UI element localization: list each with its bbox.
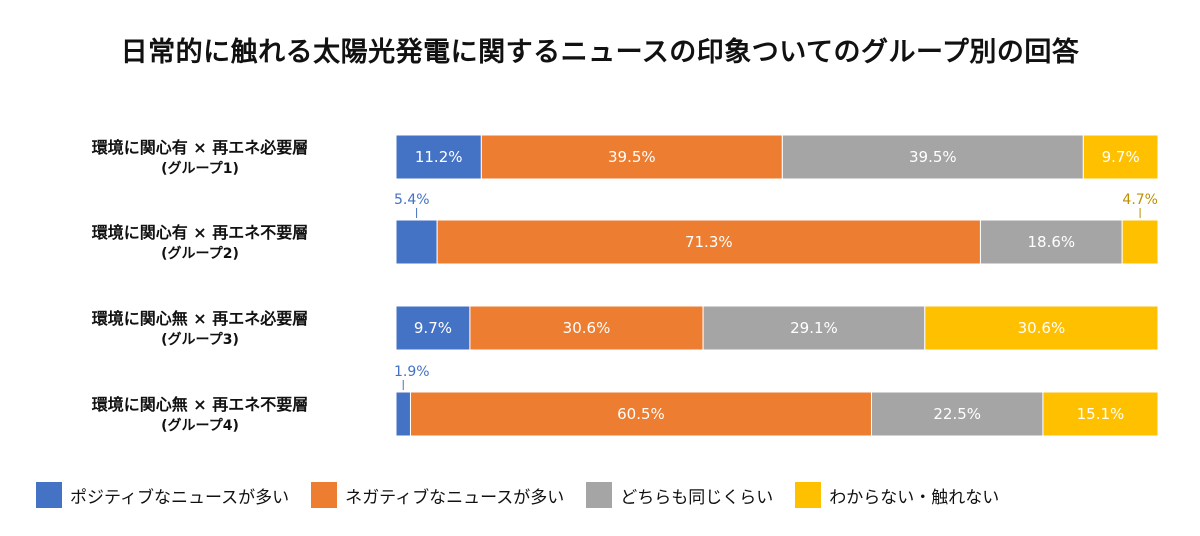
data-label-g4-s2: 60.5% xyxy=(617,405,665,423)
bar-segment-g1-s1 xyxy=(395,134,482,180)
category-sublabel-3: (グループ3) xyxy=(161,331,239,348)
legend: ポジティブなニュースが多い ネガティブなニュースが多い どちらも同じくらい わからない… xyxy=(36,478,1021,512)
chart-title: 日常的に触れる太陽光発電に関するニュースの印象ついてのグループ別の回答 xyxy=(120,37,1080,68)
data-label-g1-s3: 39.5% xyxy=(909,148,957,166)
legend-label-2: ネガティブなニュースが多い xyxy=(345,487,565,508)
bar-segment-g4-s2 xyxy=(409,391,872,437)
category-label-4: 環境に関心無 × 再エネ不要層 xyxy=(92,395,309,414)
data-label-g3-s3: 29.1% xyxy=(790,319,838,337)
bar-segment-g1-s2 xyxy=(480,134,783,180)
bar-segment-g4-s4 xyxy=(1042,391,1159,437)
bar-segment-g2-s1 xyxy=(395,219,438,265)
bar-segment-g1-s4 xyxy=(1082,134,1159,180)
data-label-g4-s3: 22.5% xyxy=(933,405,981,423)
category-label-1: 環境に関心有 × 再エネ必要層 xyxy=(92,138,309,157)
data-label-g2-s2: 71.3% xyxy=(685,233,733,251)
data-label-g1-s2: 39.5% xyxy=(608,148,656,166)
legend-label-1: ポジティブなニュースが多い xyxy=(70,487,290,508)
legend-label-4: わからない・触れない xyxy=(829,487,1000,508)
legend-item-4: わからない・触れない xyxy=(795,482,999,508)
legend-swatch-1 xyxy=(36,482,62,508)
data-label-g4-s1: 1.9% xyxy=(394,364,430,380)
bar-segment-g2-s2 xyxy=(436,219,981,265)
data-label-g3-s2: 30.6% xyxy=(563,319,611,337)
data-label-g2-s1: 5.4% xyxy=(394,192,430,208)
bar-segment-g3-s3 xyxy=(702,305,926,351)
legend-swatch-3 xyxy=(586,482,613,508)
data-label-g3-s1: 9.7% xyxy=(414,319,452,337)
data-label-g1-s1: 11.2% xyxy=(415,148,463,166)
data-label-g1-s4: 9.7% xyxy=(1102,148,1140,166)
legend-item-3: どちらも同じくらい xyxy=(586,482,773,508)
legend-label-3: どちらも同じくらい xyxy=(620,487,774,508)
legend-item-1: ポジティブなニュースが多い xyxy=(36,482,289,508)
category-sublabel-2: (グループ2) xyxy=(161,245,239,262)
data-label-g4-s4: 15.1% xyxy=(1077,405,1125,423)
bar-segment-g4-s3 xyxy=(870,391,1044,437)
data-label-g2-s3: 18.6% xyxy=(1027,233,1075,251)
bar-segment-g2-s3 xyxy=(979,219,1123,265)
bar-segment-g1-s3 xyxy=(781,134,1084,180)
legend-swatch-2 xyxy=(311,482,338,508)
bar-segment-g4-s1 xyxy=(395,391,411,437)
category-sublabel-1: (グループ1) xyxy=(161,160,239,177)
bar-segment-g2-s4 xyxy=(1121,219,1159,265)
legend-swatch-4 xyxy=(795,482,822,508)
data-label-g2-s4: 4.7% xyxy=(1122,192,1158,208)
category-label-3: 環境に関心無 × 再エネ必要層 xyxy=(92,309,309,328)
stacked-bar-chart: 環境に関心有 × 再エネ必要層 (グループ1) 11.2% 39.5% 39.5% 9.7… xyxy=(92,134,1159,437)
category-sublabel-4: (グループ4) xyxy=(161,417,239,434)
category-label-2: 環境に関心有 × 再エネ不要層 xyxy=(92,223,309,242)
bar-segment-g3-s1 xyxy=(395,305,471,351)
data-label-g3-s4: 30.6% xyxy=(1018,319,1066,337)
legend-item-2: ネガティブなニュースが多い xyxy=(311,482,564,508)
bar-segment-g3-s4 xyxy=(924,305,1159,351)
